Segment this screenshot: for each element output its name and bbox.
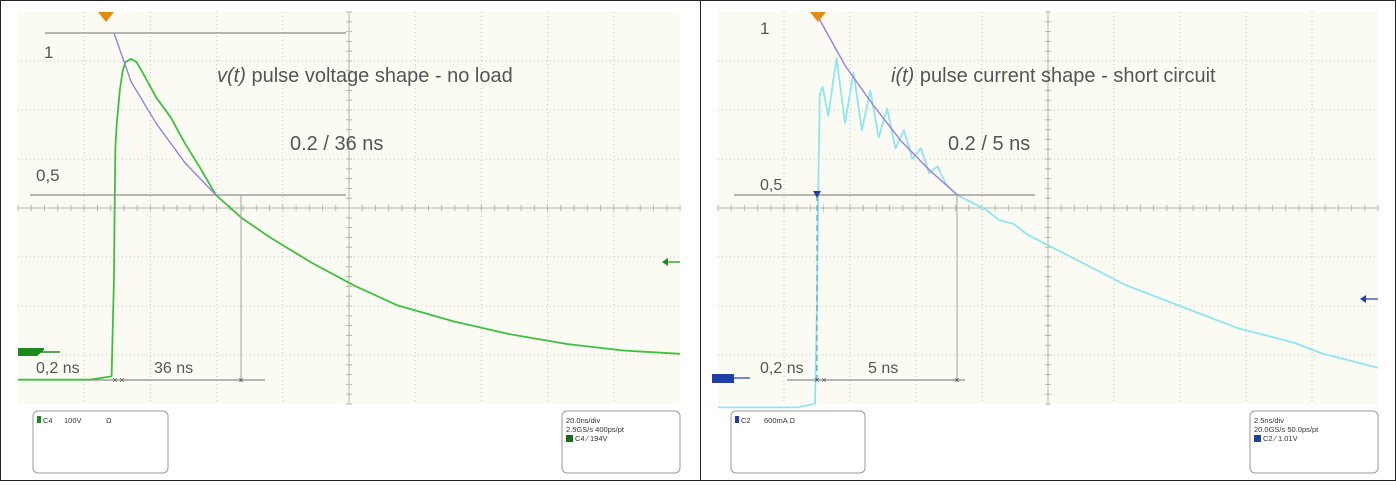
ch2-ground-marker-icon[interactable]	[712, 374, 734, 383]
ch2-channel-label: C2	[741, 416, 751, 425]
current-rise-tick-2: ×	[821, 375, 826, 385]
current-trigger-label: C2 ∕ 1.01V	[1263, 434, 1298, 443]
voltage-ratio-label: 0.2 / 36 ns	[290, 133, 383, 155]
voltage-trigger-chip	[566, 435, 573, 442]
current-title-var: i(t)	[891, 65, 914, 87]
current-sample-rate-label: 20.0GS/s 50.0ps/pt	[1254, 425, 1319, 434]
current-trigger-chip	[1254, 435, 1261, 442]
current-rise-tick: ×	[814, 375, 819, 385]
voltage-level-1-label: 1	[44, 43, 53, 62]
current-level-half-label: 0,5	[760, 177, 782, 194]
current-decay-tick: ×	[954, 375, 959, 385]
current-title-rest: pulse current shape - short circuit	[914, 65, 1216, 87]
current-ratio-label: 0.2 / 5 ns	[948, 133, 1030, 155]
voltage-title-var: v(t)	[217, 65, 246, 87]
voltage-panel: × × × 1 0,5 0,2 ns 36 ns v(t) pulse volt…	[18, 12, 680, 473]
ch2-color-chip	[735, 416, 739, 423]
current-channel-info-box	[731, 411, 865, 473]
voltage-sample-rate-label: 2.5GS/s 400ps/pt	[566, 425, 625, 434]
voltage-level-half-label: 0,5	[36, 166, 60, 185]
ch4-scale-label: 100V	[64, 416, 82, 425]
current-title: i(t) pulse current shape - short circuit	[891, 65, 1216, 87]
voltage-decay-label: 36 ns	[154, 360, 193, 377]
voltage-trigger-label: C4 ∕ 194V	[575, 434, 608, 443]
ch4-coupling-label: Ω	[106, 416, 112, 425]
voltage-rise-tick: ×	[112, 375, 117, 385]
ch4-channel-label: C4	[43, 416, 53, 425]
ch2-scale-label: 600mA Ω	[764, 416, 795, 425]
current-level-1-label: 1	[760, 19, 769, 38]
voltage-channel-info-box	[33, 411, 168, 473]
voltage-rise-tick-2: ×	[119, 375, 124, 385]
voltage-rise-label: 0,2 ns	[36, 360, 80, 377]
voltage-title-rest: pulse voltage shape - no load	[246, 65, 513, 87]
voltage-decay-tick: ×	[238, 375, 243, 385]
current-rise-label: 0,2 ns	[760, 360, 804, 377]
current-decay-label: 5 ns	[868, 360, 898, 377]
voltage-title: v(t) pulse voltage shape - no load	[217, 65, 513, 87]
current-panel: × × × 1 0,5 0,2 ns 5 ns i(t) pulse curre…	[712, 12, 1378, 473]
current-timebase-label: 2.5ns/div	[1254, 416, 1284, 425]
ch4-color-chip	[37, 416, 41, 423]
voltage-timebase-label: 20.0ns/div	[566, 416, 600, 425]
